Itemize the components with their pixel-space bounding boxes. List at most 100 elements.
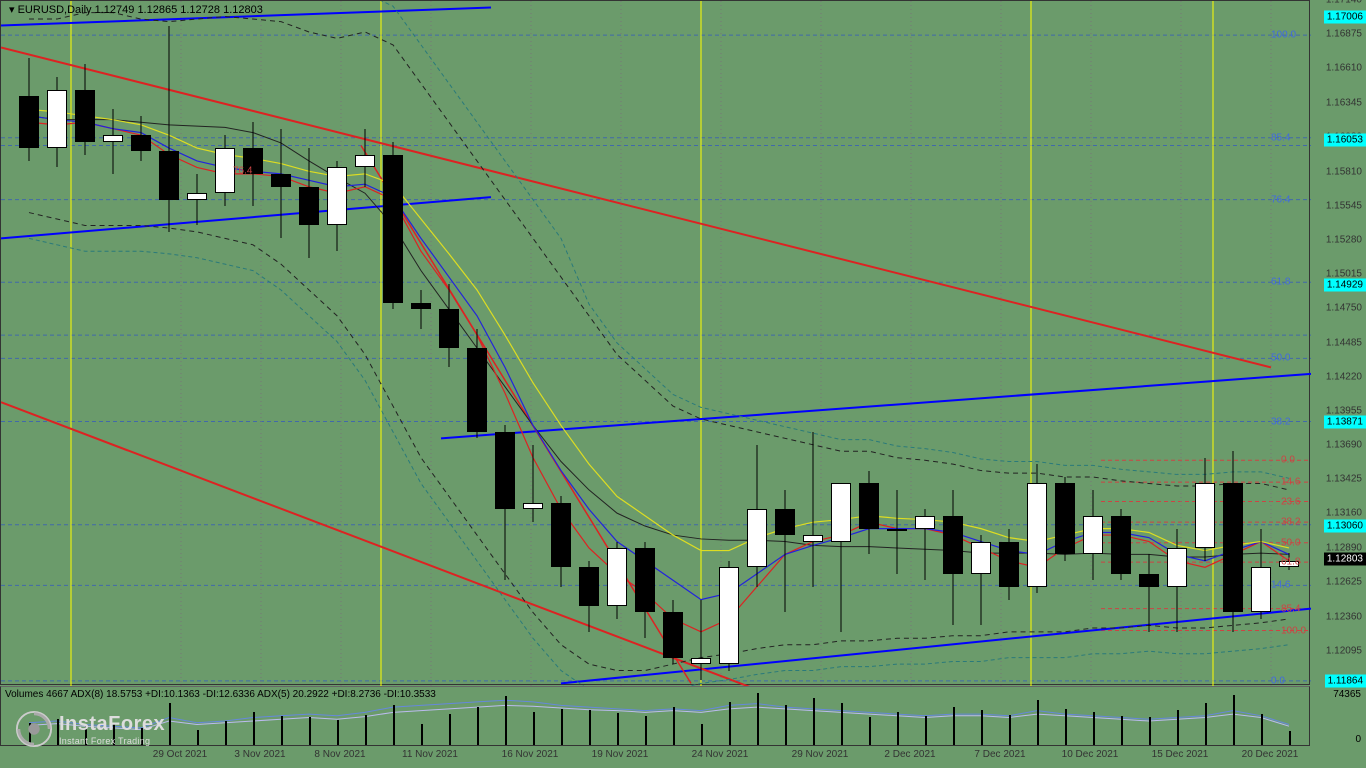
y-tick-label: 1.16610 [1326,63,1362,74]
volume-bar [393,705,395,745]
volume-bar [533,712,535,745]
symbol-text: EURUSD,Daily [18,4,92,16]
volume-bar [1149,717,1151,745]
y-tick-label: 1.12360 [1326,611,1362,622]
y-tick-label: 1.12095 [1326,645,1362,656]
indicator-panel[interactable]: Volumes 4667 ADX(8) 18.5753 +DI:10.1363 … [0,686,1310,746]
volume-bar [365,715,367,746]
volume-bar [1205,703,1207,745]
symbol-title: ▾ EURUSD,Daily 1.12749 1.12865 1.12728 1… [9,3,263,16]
price-chart[interactable]: ▾ EURUSD,Daily 1.12749 1.12865 1.12728 1… [0,0,1310,685]
volume-bar [477,707,479,745]
price-level-box: 1.11864 [1325,674,1366,687]
volume-bar [813,698,815,745]
fib-level-label: 85.4 [1281,603,1300,614]
volume-bar [1177,710,1179,745]
y-tick-label: 1.15810 [1326,166,1362,177]
volume-bar [589,710,591,745]
y-tick-label: 1.16875 [1326,29,1362,40]
x-date-label: 10 Dec 2021 [1062,749,1119,760]
price-level-box: 1.12803 [1324,553,1366,566]
volume-bar [505,696,507,745]
volume-bar [309,717,311,745]
price-level-box: 1.13871 [1324,415,1366,428]
y-tick-label: 1.15545 [1326,200,1362,211]
y-tick-label: 1.17140 [1326,0,1362,6]
x-date-label: 7 Dec 2021 [974,749,1025,760]
logo-main-text: InstaForex [59,713,165,736]
volume-bar [673,707,675,745]
dropdown-icon: ▾ [9,4,15,16]
x-date-label: 20 Dec 2021 [1242,749,1299,760]
price-level-box: 1.14929 [1324,279,1366,292]
fib-level-label: 100.0 [1271,30,1296,41]
volume-bar [617,713,619,745]
volume-bar [197,730,199,745]
volume-zero-label: 0 [1355,734,1361,745]
fib-level-label: 50.0 [1271,353,1290,364]
volume-bar [645,716,647,745]
x-date-label: 3 Nov 2021 [234,749,285,760]
fib-level-label: 0.0 [1281,455,1295,466]
fib-level-label: 0.0 [1271,675,1285,686]
fib-level-label: 61.8 [1281,557,1300,568]
volume-bar [869,717,871,745]
x-date-label: 29 Oct 2021 [153,749,207,760]
y-tick-label: 1.15280 [1326,234,1362,245]
price-level-box: 1.17006 [1324,11,1366,24]
y-tick-label: 1.12625 [1326,577,1362,588]
volume-bar [1065,709,1067,745]
volume-bar [1261,714,1263,745]
volume-bar [449,714,451,745]
y-tick-label: 1.14220 [1326,371,1362,382]
volume-bar [1289,731,1291,745]
x-date-label: 19 Nov 2021 [592,749,649,760]
volume-max-label: 74365 [1333,689,1361,700]
volume-bar [729,702,731,745]
x-date-label: 29 Nov 2021 [792,749,849,760]
y-tick-label: 1.14750 [1326,303,1362,314]
x-date-label: 8 Nov 2021 [314,749,365,760]
volume-bar [253,712,255,745]
fib-level-label: 14.6 [1271,580,1290,591]
chart-overlay [1,1,1311,686]
fib-level-label: 38.2 [1271,416,1290,427]
x-axis: 29 Oct 2021 3 Nov 2021 8 Nov 2021 11 Nov 20… [0,746,1366,768]
fib-level-label: 85.4 [1271,132,1290,143]
volume-bar [225,721,227,745]
ohlc-text: 1.12749 1.12865 1.12728 1.12803 [95,4,263,16]
fib-level-label: 14.6 [1281,477,1300,488]
x-date-label: 24 Nov 2021 [692,749,749,760]
volume-bar [1093,712,1095,745]
volume-bar [757,693,759,745]
volume-bar [281,716,283,745]
indicator-title: Volumes 4667 ADX(8) 18.5753 +DI:10.1363 … [5,689,436,700]
price-level-box: 1.13060 [1324,520,1366,533]
volume-bar [1121,716,1123,745]
logo-icon [15,710,53,748]
volume-bar [841,703,843,745]
y-tick-label: 1.13160 [1326,508,1362,519]
fib-level-label: 76.4 [233,166,252,177]
fib-level-label: 61.8 [1271,277,1290,288]
volume-bar [1233,695,1235,745]
volume-bar [785,705,787,745]
y-tick-label: 1.13690 [1326,440,1362,451]
x-date-label: 2 Dec 2021 [884,749,935,760]
volume-bar [337,720,339,745]
x-date-label: 11 Nov 2021 [402,749,458,760]
fib-level-label: 23.6 [1281,496,1300,507]
volume-bar [1037,700,1039,745]
volume-bar [897,712,899,745]
price-level-box: 1.16053 [1324,134,1366,147]
volume-bar [981,710,983,745]
volume-bar [1009,715,1011,746]
volume-bar [953,707,955,745]
x-date-label: 15 Dec 2021 [1152,749,1209,760]
volume-bar [421,724,423,745]
fib-level-label: 50.0 [1281,537,1300,548]
broker-logo: InstaForex Instant Forex Trading [15,710,165,748]
y-tick-label: 1.16345 [1326,97,1362,108]
volume-bar [169,703,171,745]
y-axis: 1.171401.168751.166101.163451.160801.158… [1310,0,1366,685]
